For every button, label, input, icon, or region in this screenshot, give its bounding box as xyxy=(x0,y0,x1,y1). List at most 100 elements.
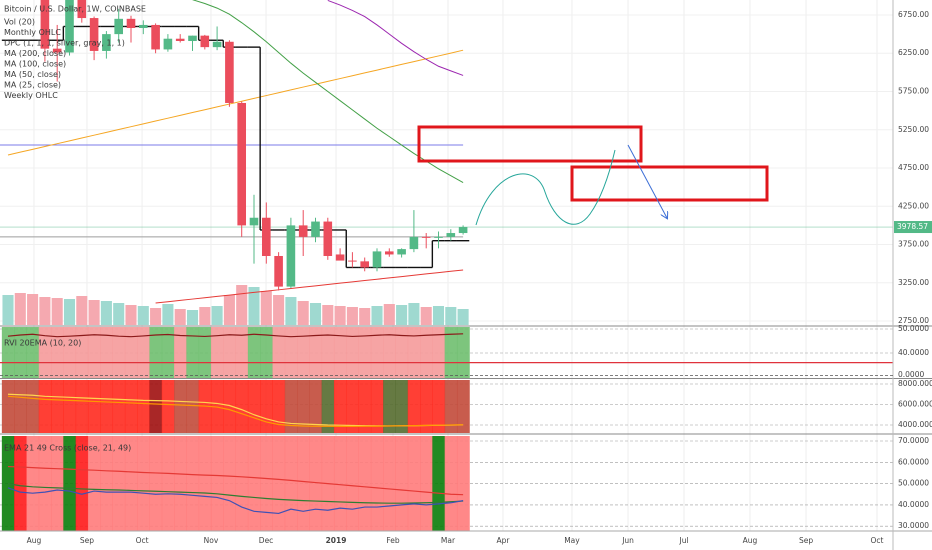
signal-band xyxy=(260,380,273,433)
signal-band xyxy=(124,327,138,378)
candle-body xyxy=(446,233,456,237)
rvi-pane xyxy=(0,327,893,378)
candle-body xyxy=(409,236,419,250)
signal-band xyxy=(235,380,249,433)
volume-bar xyxy=(236,285,248,325)
signal-band xyxy=(321,327,335,378)
signal-band xyxy=(395,436,409,531)
volume-bar xyxy=(199,307,211,325)
candle-body xyxy=(89,18,99,51)
signal-band xyxy=(112,436,126,531)
indicator-line xyxy=(7,487,464,515)
candle-body xyxy=(384,251,394,255)
candle-body xyxy=(65,0,74,53)
signal-band xyxy=(456,436,470,531)
signal-band xyxy=(14,327,27,378)
y-tick-label: 4250.00 xyxy=(898,201,929,210)
drawings xyxy=(417,125,769,226)
signal-band xyxy=(370,436,384,531)
signal-band xyxy=(383,380,396,433)
x-tick-label: May xyxy=(564,536,580,545)
signal-band xyxy=(87,380,101,433)
volume-bar xyxy=(297,301,309,325)
candle-body xyxy=(102,34,111,51)
signal-band xyxy=(38,380,52,433)
y-tick-label: 3250.00 xyxy=(898,278,929,287)
last-price-tag xyxy=(894,221,932,234)
volume-bar xyxy=(63,299,76,325)
signal-band xyxy=(432,327,446,378)
signal-band xyxy=(383,436,396,531)
candle-body xyxy=(372,251,382,268)
x-tick-label: 2019 xyxy=(326,536,347,545)
x-tick-label: Apr xyxy=(496,536,510,545)
signal-band xyxy=(112,327,126,378)
x-tick-label: Mar xyxy=(441,536,456,545)
candle-body xyxy=(421,236,431,238)
y-tick-label: 60.0000 xyxy=(898,457,929,466)
signal-band xyxy=(223,436,237,531)
volume-bar xyxy=(2,295,14,325)
signal-band xyxy=(358,327,372,378)
y-tick-label: 50.0000 xyxy=(898,479,929,488)
y-tick-label: 50.0000 xyxy=(898,324,929,333)
volume-bar xyxy=(150,308,162,325)
candle-body xyxy=(274,255,283,287)
signal-band xyxy=(272,327,286,378)
signal-band xyxy=(358,436,372,531)
x-tick-label: Aug xyxy=(27,536,42,545)
x-tick-label: Jul xyxy=(678,536,688,545)
candle-body xyxy=(163,38,173,50)
signal-band xyxy=(432,436,446,531)
candle-body xyxy=(348,260,357,262)
volume-bar xyxy=(285,297,297,325)
signal-band xyxy=(51,327,64,378)
legend-entry: Weekly OHLC xyxy=(4,91,58,100)
projection-arrow xyxy=(627,144,667,218)
signal-band xyxy=(26,436,40,531)
volume-bar xyxy=(76,296,88,325)
signal-band xyxy=(235,327,249,378)
signal-band xyxy=(161,380,175,433)
signal-band xyxy=(223,327,237,378)
signal-band xyxy=(247,327,261,378)
signal-band xyxy=(260,436,273,531)
signal-band xyxy=(333,380,347,433)
price-pane xyxy=(0,0,893,325)
signal-band xyxy=(395,380,409,433)
candle-body xyxy=(323,221,333,256)
signal-band xyxy=(38,436,52,531)
signal-band xyxy=(444,436,458,531)
signal-band xyxy=(63,436,77,531)
signal-band xyxy=(309,436,323,531)
chart-title: Bitcoin / U.S. Dollar, 1W, COINBASE xyxy=(4,5,146,14)
drawn-rectangle xyxy=(570,165,769,202)
signal-band xyxy=(444,380,458,433)
signal-band xyxy=(297,327,310,378)
signal-band xyxy=(358,380,372,433)
volume-bar xyxy=(51,298,63,325)
volume-bar xyxy=(322,305,334,325)
y-tick-label: 6250.00 xyxy=(898,48,929,57)
signal-band xyxy=(174,380,187,433)
volume-bar xyxy=(88,300,100,325)
x-tick-label: Jun xyxy=(621,536,634,545)
signal-band xyxy=(333,436,347,531)
volume-bar xyxy=(396,305,408,325)
volume-bar xyxy=(445,307,457,325)
signal-band xyxy=(247,380,261,433)
volume-bar xyxy=(420,307,432,325)
candle-body xyxy=(77,0,87,19)
candle-body xyxy=(249,217,259,226)
signal-band xyxy=(51,436,64,531)
candle-body xyxy=(261,217,271,256)
pane-title: EMA 21 49 Cross (close, 21, 49) xyxy=(4,444,131,453)
volume-bar xyxy=(408,303,420,325)
signal-band xyxy=(235,436,249,531)
volatility-pane xyxy=(1,380,470,433)
y-tick-label: 2750.00 xyxy=(898,316,929,325)
signal-band xyxy=(198,436,212,531)
volume-bar xyxy=(346,307,358,325)
